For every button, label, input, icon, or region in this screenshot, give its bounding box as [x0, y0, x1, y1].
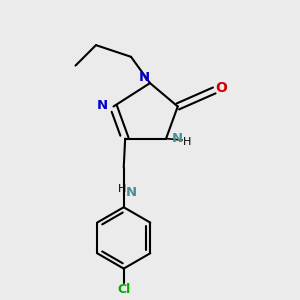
Text: H: H [183, 136, 191, 146]
Text: N: N [172, 131, 183, 145]
Text: N: N [139, 71, 150, 84]
Text: O: O [216, 81, 227, 95]
Text: N: N [125, 186, 136, 199]
Text: H: H [118, 184, 126, 194]
Text: Cl: Cl [117, 283, 130, 296]
Text: N: N [97, 99, 108, 112]
